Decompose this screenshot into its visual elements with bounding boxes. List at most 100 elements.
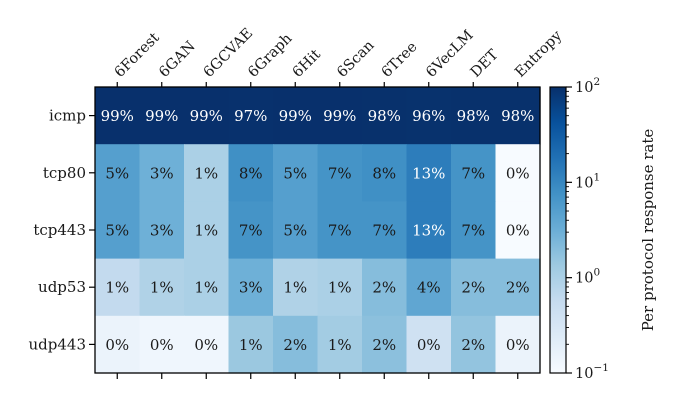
cell-value-label: 7%: [328, 222, 352, 240]
heatmap-cell: [228, 87, 274, 145]
x-tick-label: Entropy: [512, 27, 566, 81]
heatmap-cell: [95, 201, 141, 260]
cell-value-label: 5%: [105, 222, 129, 240]
cell-value-label: 0%: [194, 336, 218, 354]
cell-value-label: 0%: [417, 336, 441, 354]
heatmap-cell: [451, 201, 497, 260]
cell-value-label: 96%: [412, 107, 445, 125]
colorbar-ticks: 10−1 100 101 102: [566, 76, 609, 382]
colorbar-tick-label: 100: [575, 267, 600, 287]
heatmap-cell: [273, 144, 319, 202]
heatmap-cell: [406, 87, 452, 145]
cell-value-label: 99%: [190, 107, 223, 125]
heatmap-cell: [495, 144, 541, 202]
heatmap-cell: [495, 87, 541, 145]
cell-value-label: 0%: [105, 336, 129, 354]
heatmap-cell: [139, 87, 185, 145]
heatmap-cell: [317, 144, 363, 202]
cell-value-label: 13%: [412, 222, 445, 240]
heatmap-cell: [451, 87, 497, 145]
heatmap-cell: [317, 258, 363, 317]
heatmap-cell: [273, 87, 319, 145]
heatmap-cell: [273, 258, 319, 317]
colorbar-tick-label: 101: [575, 171, 600, 191]
y-tick-label: tcp80: [43, 164, 86, 182]
heatmap-cell: [273, 315, 319, 374]
heatmap-cell: [451, 258, 497, 317]
heatmap-cell: [184, 201, 230, 260]
heatmap-cell: [184, 87, 230, 145]
heatmap-cell: [139, 144, 185, 202]
heatmap-cell: [228, 258, 274, 317]
cell-value-label: 0%: [506, 164, 530, 182]
cell-value-label: 1%: [328, 279, 352, 297]
y-tick-label: tcp443: [33, 221, 86, 239]
heatmap-cell: [95, 315, 141, 374]
cell-value-label: 1%: [194, 222, 218, 240]
x-tick-label: 6Tree: [379, 39, 421, 81]
heatmap-cell: [317, 87, 363, 145]
cell-value-label: 8%: [239, 164, 263, 182]
cell-value-label: 13%: [412, 164, 445, 182]
cell-value-label: 0%: [506, 336, 530, 354]
x-tick-label: 6Forest: [112, 30, 163, 81]
cell-value-label: 2%: [461, 336, 485, 354]
cell-value-label: 98%: [368, 107, 401, 125]
cell-value-label: 8%: [372, 164, 396, 182]
cell-value-label: 5%: [105, 164, 129, 182]
cell-value-label: 7%: [461, 222, 485, 240]
heatmap-cell: [362, 144, 408, 202]
cell-value-label: 7%: [372, 222, 396, 240]
cell-value-label: 2%: [372, 279, 396, 297]
heatmap-cell: [451, 315, 497, 374]
cell-value-label: 0%: [506, 222, 530, 240]
heatmap-cell: [228, 315, 274, 374]
x-tick-label: 6VecLM: [423, 27, 477, 81]
cell-value-label: 1%: [283, 279, 307, 297]
heatmap-cell: [317, 315, 363, 374]
y-tick-label: icmp: [49, 107, 86, 125]
heatmap-cell: [139, 258, 185, 317]
cell-value-label: 7%: [328, 164, 352, 182]
cell-value-label: 3%: [150, 222, 174, 240]
heatmap-cell: [273, 201, 319, 260]
cell-value-label: 99%: [323, 107, 356, 125]
cell-value-label: 1%: [328, 336, 352, 354]
heatmap-cell: [184, 315, 230, 374]
cell-value-label: 1%: [239, 336, 263, 354]
heatmap-cell: [406, 144, 452, 202]
x-tick-label: 6Hit: [290, 47, 324, 81]
heatmap-cell: [95, 144, 141, 202]
x-tick-label: 6GAN: [156, 38, 199, 81]
cell-value-label: 2%: [506, 279, 530, 297]
cell-value-label: 1%: [105, 279, 129, 297]
heatmap-cell: [406, 201, 452, 260]
heatmap-cell: [139, 315, 185, 374]
heatmap-cell: [184, 258, 230, 317]
y-tick-label: udp443: [29, 335, 87, 353]
colorbar-tick-label: 10−1: [575, 362, 609, 382]
colorbar-tick-label: 102: [575, 76, 600, 96]
y-axis: icmp tcp80 tcp443 udp53 udp443: [29, 107, 95, 353]
heatmap-cell: [362, 315, 408, 374]
y-tick-label: udp53: [38, 278, 86, 296]
heatmap-cell: [184, 144, 230, 202]
heatmap-cell: [139, 201, 185, 260]
heatmap-cell: [362, 201, 408, 260]
heatmap-cell-labels: 99% 99% 99% 97% 99% 99% 98% 96% 98% 98% 5% 3% 1% 8% 5%…: [101, 107, 535, 354]
heatmap-cell: [495, 315, 541, 374]
colorbar: [549, 86, 567, 374]
heatmap-cell: [495, 201, 541, 260]
cell-value-label: 2%: [283, 336, 307, 354]
cell-value-label: 99%: [101, 107, 134, 125]
heatmap-cell: [95, 258, 141, 317]
colorbar-label: Per protocol response rate: [639, 129, 657, 332]
heatmap-cells: [95, 87, 541, 374]
heatmap-cell: [228, 201, 274, 260]
cell-value-label: 99%: [279, 107, 312, 125]
cell-value-label: 2%: [461, 279, 485, 297]
cell-value-label: 3%: [150, 164, 174, 182]
heatmap-cell: [95, 87, 141, 145]
cell-value-label: 4%: [417, 279, 441, 297]
